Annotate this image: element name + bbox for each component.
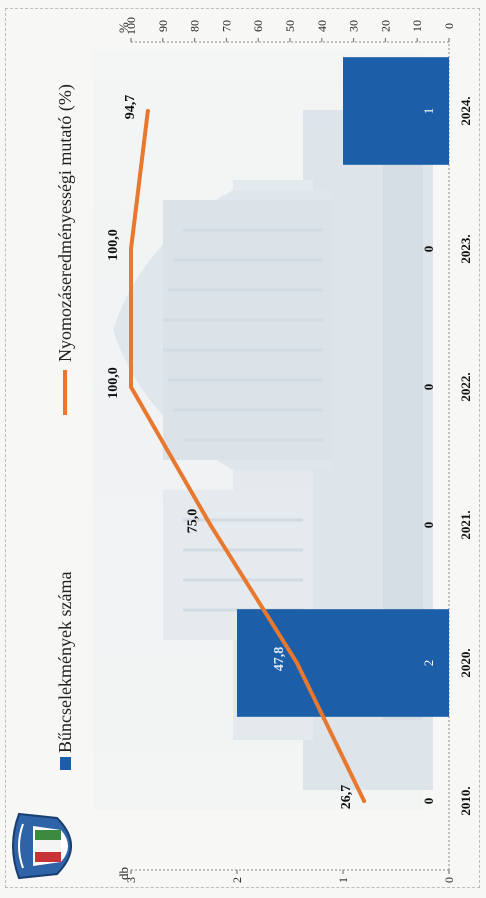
x-tick-label: 2023.	[458, 234, 473, 263]
legend-label-bars: Bűncselekmények száma	[55, 572, 75, 753]
x-tick-label: 2021.	[458, 510, 473, 539]
right-tick-label: 0	[442, 23, 456, 29]
legend-label-line: Nyomozáseredményességi mutató (%)	[55, 84, 76, 362]
line-path	[129, 109, 367, 803]
left-tick-label: 0	[442, 877, 456, 883]
chart-frame	[5, 8, 480, 888]
right-tick-label: 50	[283, 20, 297, 32]
right-tick-label: 60	[251, 20, 265, 32]
line-value-label: 47,8	[272, 647, 287, 672]
police-crest-icon	[12, 812, 72, 880]
x-tick-label: 2010.	[458, 786, 473, 815]
right-tick-label: 10	[410, 20, 424, 32]
bar-value-label: 1	[421, 108, 436, 115]
legend-swatch-bars	[60, 757, 71, 770]
bar-value-label: 2	[421, 660, 436, 667]
bar-2024	[343, 57, 449, 165]
axes	[131, 41, 450, 871]
line-value-label: 26,7	[339, 785, 354, 810]
legend-item-bars: Bűncselekmények száma	[55, 572, 75, 770]
line-point	[294, 661, 299, 665]
x-axis-labels: 2010. 2020. 2021. 2022. 2023. 2024.	[458, 96, 473, 815]
bar-value-label: 0	[421, 384, 436, 391]
legend-item-line: Nyomozáseredményességi mutató (%)	[55, 84, 76, 415]
line-series	[129, 109, 367, 803]
left-tick-label: 2	[230, 877, 244, 883]
bar-value-label: 0	[421, 522, 436, 529]
line-point	[129, 385, 133, 389]
line-point	[208, 523, 213, 527]
chart: Bűncselekmények száma Nyomozáseredményes…	[12, 17, 473, 883]
legend: Bűncselekmények száma Nyomozáseredményes…	[55, 84, 76, 770]
left-axis-unit: db	[116, 867, 131, 880]
bars	[237, 57, 449, 717]
right-axis-ticks: 0 10 20 30 40 50 60 70 80 90 100	[124, 17, 456, 42]
right-tick-label: 80	[188, 20, 202, 32]
right-tick-label: 70	[219, 20, 233, 32]
right-tick-label: 40	[315, 20, 329, 32]
chart-rotated-container: Bűncselekmények száma Nyomozáseredményes…	[3, 10, 479, 890]
right-tick-label: 30	[347, 20, 361, 32]
line-value-label: 75,0	[186, 509, 201, 534]
x-tick-label: 2024.	[458, 96, 473, 125]
bar-value-labels: 0 2 0 0 0 1	[421, 108, 436, 805]
line-value-label: 100,0	[106, 229, 121, 261]
line-value-label: 94,7	[123, 95, 138, 120]
x-tick-label: 2020.	[458, 648, 473, 677]
left-axis-ticks: 0 1 2 3	[124, 870, 456, 883]
bar-value-label: 0	[421, 246, 436, 253]
bar-value-label: 0	[421, 798, 436, 805]
right-tick-label: 90	[156, 20, 170, 32]
x-tick-label: 2022.	[458, 372, 473, 401]
line-value-label: 100,0	[106, 367, 121, 399]
line-point	[145, 109, 150, 113]
bar-2020	[237, 609, 449, 717]
right-axis-unit: %	[116, 22, 131, 33]
left-tick-label: 3	[124, 877, 138, 883]
line-point	[362, 799, 367, 803]
line-labels: 26,7 47,8 75,0 100,0 100,0 94,7	[106, 95, 354, 810]
line-point	[129, 247, 133, 251]
right-tick-label: 100	[124, 17, 138, 35]
right-tick-label: 20	[378, 20, 392, 32]
left-tick-label: 1	[336, 877, 350, 883]
